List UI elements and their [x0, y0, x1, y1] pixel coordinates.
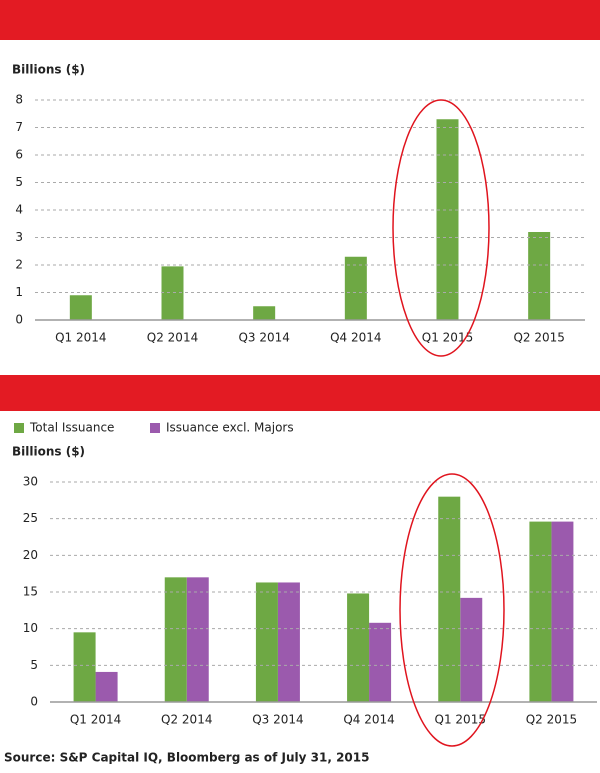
source-note: Source: S&P Capital IQ, Bloomberg as of … — [4, 751, 369, 765]
title-bar — [0, 375, 600, 411]
y-tick-label: 10 — [23, 621, 38, 635]
highlight-ellipse — [399, 473, 505, 747]
y-tick-label: 30 — [23, 475, 38, 489]
bar — [164, 577, 187, 702]
x-tick-label: Q1 2015 — [422, 331, 473, 345]
x-tick-label: Q1 2015 — [435, 713, 486, 727]
bar — [551, 521, 574, 702]
x-tick-label: Q1 2014 — [70, 713, 121, 727]
x-tick-label: Q3 2014 — [238, 331, 289, 345]
legend-label: Issuance excl. Majors — [166, 421, 294, 435]
y-tick-label: 5 — [30, 658, 38, 672]
bar — [369, 622, 392, 702]
y-tick-label: 5 — [15, 175, 23, 189]
title-bar — [0, 0, 600, 40]
x-tick-label: Q4 2014 — [343, 713, 394, 727]
bar — [253, 306, 276, 320]
y-tick-label: 2 — [15, 258, 23, 272]
y-tick-label: 20 — [23, 548, 38, 562]
bar — [255, 582, 278, 702]
bar — [277, 582, 300, 702]
y-axis-label: Billions ($) — [12, 63, 85, 77]
bar — [528, 232, 551, 320]
bar — [436, 119, 459, 320]
x-tick-label: Q2 2015 — [513, 331, 564, 345]
x-tick-label: Q2 2014 — [147, 331, 198, 345]
y-tick-label: 15 — [23, 585, 38, 599]
y-tick-label: 1 — [15, 285, 23, 299]
bar — [161, 266, 184, 320]
y-tick-label: 3 — [15, 230, 23, 244]
x-tick-label: Q2 2015 — [526, 713, 577, 727]
bar — [344, 256, 367, 320]
bar — [73, 632, 96, 702]
highlight-ellipse — [392, 99, 490, 357]
y-tick-label: 6 — [15, 148, 23, 162]
y-tick-label: 4 — [15, 203, 23, 217]
bar — [347, 593, 370, 702]
bar — [438, 496, 461, 702]
y-tick-label: 8 — [15, 93, 23, 107]
legend-label: Total Issuance — [29, 421, 114, 435]
y-tick-label: 0 — [30, 695, 38, 709]
bar — [529, 521, 552, 702]
bar — [460, 597, 483, 702]
y-axis-label: Billions ($) — [12, 445, 85, 459]
legend-swatch — [14, 423, 24, 433]
legend-swatch — [150, 423, 160, 433]
bar — [186, 577, 209, 702]
x-tick-label: Q1 2014 — [55, 331, 106, 345]
x-tick-label: Q3 2014 — [252, 713, 303, 727]
y-tick-label: 7 — [15, 120, 23, 134]
bar — [69, 295, 92, 320]
x-tick-label: Q4 2014 — [330, 331, 381, 345]
x-tick-label: Q2 2014 — [161, 713, 212, 727]
bar — [95, 671, 118, 702]
y-tick-label: 0 — [15, 313, 23, 327]
y-tick-label: 25 — [23, 511, 38, 525]
